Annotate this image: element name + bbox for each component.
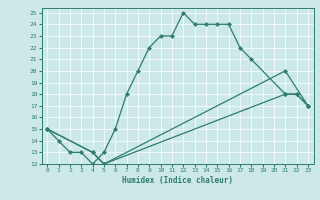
X-axis label: Humidex (Indice chaleur): Humidex (Indice chaleur) [122,176,233,185]
